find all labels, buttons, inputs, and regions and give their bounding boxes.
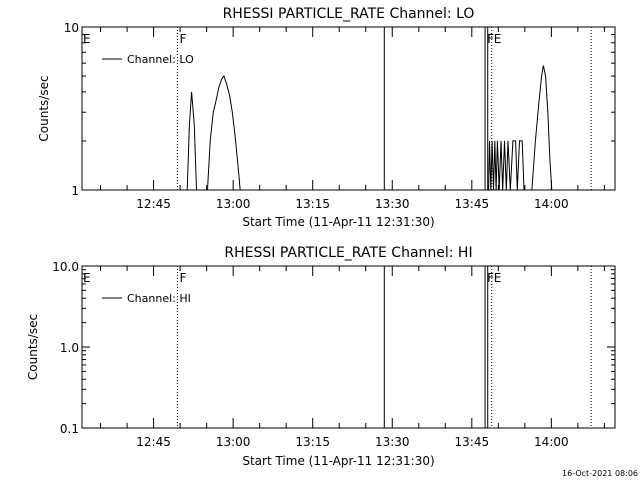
panel-1-y-tick-label: 1.0	[60, 341, 79, 355]
panel-1-edge-flag-label: E	[83, 271, 91, 285]
panel-0-plot-frame	[81, 26, 616, 191]
panel-0-x-tick-label: 14:00	[534, 197, 569, 211]
panel-1-legend-label: Channel: HI	[127, 292, 191, 305]
panel-0-y-tick-label: 1	[71, 184, 79, 198]
panel-0-x-tick-label: 13:30	[375, 197, 410, 211]
panel-1-title: RHESSI PARTICLE_RATE Channel: HI	[224, 245, 472, 261]
panel-1-y-tick-label: 10.0	[52, 260, 79, 274]
panel-0-x-tick-label: 13:15	[295, 197, 330, 211]
panel-0-title: RHESSI PARTICLE_RATE Channel: LO	[223, 6, 475, 22]
panel-1-x-tick-label: 13:15	[295, 435, 330, 449]
panel-1-flag-label: E	[494, 271, 502, 285]
panel-1-x-axis-label: Start Time (11-Apr-11 12:31:30)	[242, 454, 434, 468]
panel-lo: RHESSI PARTICLE_RATE Channel: LO 1 10 12:45…	[37, 6, 616, 229]
panel-0-x-tick-label: 12:45	[136, 197, 171, 211]
panel-0-x-tick-label: 13:45	[455, 197, 490, 211]
panel-0-flag-label: F	[179, 32, 186, 46]
panel-0-flag-label: E	[494, 32, 502, 46]
panel-1-y-axis-label: Counts/sec	[26, 314, 40, 380]
panel-hi: RHESSI PARTICLE_RATE Channel: HI 0.1 1.0 10…	[26, 245, 616, 468]
panel-0-series-line	[186, 65, 553, 191]
panel-0-edge-flag-label: E	[83, 32, 91, 46]
panel-1-plot-frame	[81, 265, 616, 429]
footer-timestamp: 16-Oct-2021 08:06	[562, 469, 638, 478]
panel-1-x-tick-label: 14:00	[534, 435, 569, 449]
panel-0-x-tick-label: 13:00	[216, 197, 251, 211]
panel-1-x-tick-label: 12:45	[136, 435, 171, 449]
panel-0-y-axis-label: Counts/sec	[37, 75, 51, 141]
panel-1-x-tick-label: 13:00	[216, 435, 251, 449]
panel-1-x-tick-label: 13:45	[455, 435, 490, 449]
panel-0-x-axis-label: Start Time (11-Apr-11 12:31:30)	[242, 215, 434, 229]
panel-1-y-tick-label: 0.1	[60, 422, 79, 436]
panel-0-y-tick-label: 10	[64, 21, 79, 35]
panel-0-flag-label: F	[487, 32, 494, 46]
panel-1-flag-label: F	[179, 271, 186, 285]
panel-1-flag-label: F	[487, 271, 494, 285]
panel-0-legend-label: Channel: LO	[127, 53, 194, 66]
panel-1-x-tick-label: 13:30	[375, 435, 410, 449]
